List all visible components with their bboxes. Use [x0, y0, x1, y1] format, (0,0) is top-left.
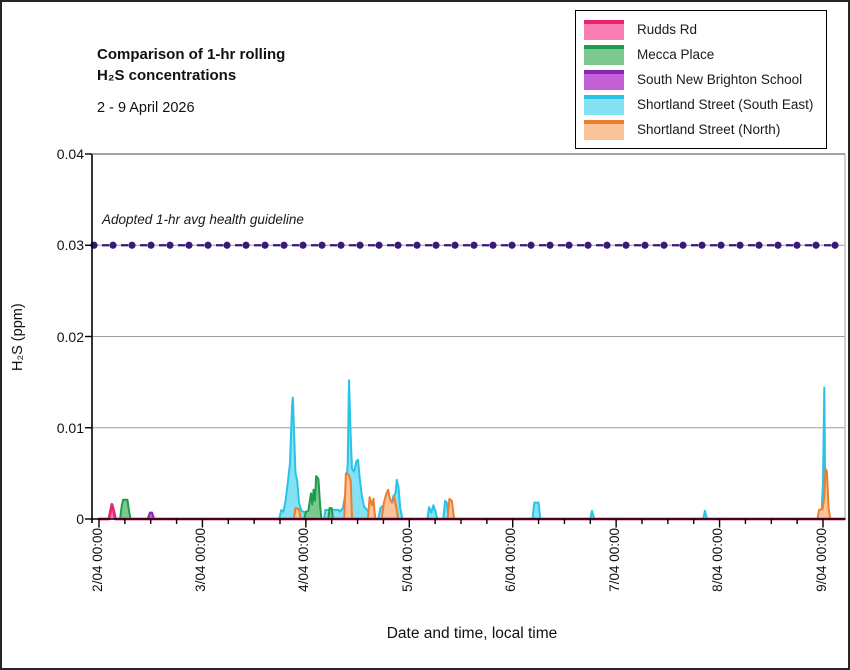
guideline-marker: [356, 241, 364, 249]
legend-swatch: [584, 94, 624, 115]
guideline-marker: [147, 241, 155, 249]
guideline-marker: [717, 241, 725, 249]
x-tick-label: 7/04 00:00: [606, 528, 622, 592]
guideline-marker: [432, 241, 440, 249]
x-tick-label: 3/04 00:00: [192, 528, 208, 592]
guideline-marker: [204, 241, 212, 249]
guideline-marker: [185, 241, 193, 249]
legend-label: Mecca Place: [637, 47, 715, 62]
guideline-marker: [812, 241, 820, 249]
guideline-marker: [622, 241, 630, 249]
y-tick-label: 0.04: [56, 146, 84, 162]
x-tick-label: 6/04 00:00: [503, 528, 519, 592]
chart-title-line2: H₂S concentrations: [97, 67, 237, 84]
legend-swatch: [584, 19, 624, 40]
guideline-label: Adopted 1-hr avg health guideline: [102, 212, 304, 227]
guideline-marker: [736, 241, 744, 249]
y-axis-title: H₂S (ppm): [10, 303, 26, 371]
guideline-marker: [831, 241, 839, 249]
legend-item: Shortland Street (South East): [584, 92, 818, 117]
series-area-1: [99, 504, 845, 519]
legend-label: South New Brighton School: [637, 72, 803, 87]
guideline-marker: [451, 241, 459, 249]
series-line-3: [146, 511, 156, 520]
guideline-marker: [774, 241, 782, 249]
series-area-3: [147, 512, 155, 519]
x-tick-label: 8/04 00:00: [710, 528, 726, 592]
guideline-marker: [660, 241, 668, 249]
series-line-4: [278, 379, 830, 520]
x-tick-label: 5/04 00:00: [399, 528, 415, 592]
legend-label: Rudds Rd: [637, 22, 698, 37]
legend-item: Shortland Street (North): [584, 117, 818, 142]
x-tick-label: 4/04 00:00: [296, 528, 312, 592]
guideline-marker: [280, 241, 288, 249]
guideline-marker: [546, 241, 554, 249]
guideline-marker: [489, 241, 497, 249]
guideline-marker: [527, 241, 535, 249]
guideline-marker: [470, 241, 478, 249]
guideline-marker: [698, 241, 706, 249]
guideline-marker: [641, 241, 649, 249]
guideline-marker: [394, 241, 402, 249]
legend: Rudds Rd Mecca Place South New Brighton Sc…: [575, 10, 827, 149]
guideline-marker: [565, 241, 573, 249]
x-axis-title: Date and time, local time: [386, 625, 558, 642]
plot-svg: [85, 153, 846, 528]
guideline-marker: [375, 241, 383, 249]
guideline-marker: [299, 241, 307, 249]
plot-area: [85, 153, 846, 528]
legend-label: Shortland Street (North): [637, 122, 781, 137]
guideline-marker: [223, 241, 231, 249]
guideline-marker: [318, 241, 326, 249]
guideline-marker: [603, 241, 611, 249]
x-tick-label: 2/04 00:00: [89, 528, 105, 592]
guideline-marker: [755, 241, 763, 249]
y-tick-label: 0.01: [56, 419, 84, 436]
series-area-5: [293, 468, 831, 519]
legend-swatch: [584, 69, 624, 90]
chart-date-range: 2 - 9 April 2026: [97, 100, 195, 116]
guideline-marker: [261, 241, 269, 249]
chart-title-block: Comparison of 1-hr rolling H₂S concentra…: [97, 44, 285, 116]
legend-item: Rudds Rd: [584, 17, 818, 42]
legend-swatch: [584, 44, 624, 65]
series-line-5: [292, 467, 832, 520]
legend-label: Shortland Street (South East): [637, 97, 814, 112]
y-tick-label: 0.02: [56, 328, 84, 345]
y-tick-label: 0: [76, 511, 84, 527]
legend-swatch: [584, 119, 624, 140]
x-tick-label: 9/04 00:00: [813, 528, 829, 592]
guideline-marker: [793, 241, 801, 249]
chart-title-line1: Comparison of 1-hr rolling: [97, 46, 286, 63]
guideline-marker: [337, 241, 345, 249]
guideline-marker: [584, 241, 592, 249]
guideline-marker: [679, 241, 687, 249]
legend-item: Mecca Place: [584, 42, 818, 67]
guideline-marker: [242, 241, 250, 249]
series-area-2: [120, 476, 333, 519]
guideline-marker: [508, 241, 516, 249]
guideline-marker: [166, 241, 174, 249]
guideline-marker: [109, 241, 117, 249]
series-line-1: [97, 503, 846, 521]
y-tick-label: 0.03: [56, 237, 84, 254]
guideline-marker: [413, 241, 421, 249]
guideline-marker: [128, 241, 136, 249]
legend-item: South New Brighton School: [584, 67, 818, 92]
